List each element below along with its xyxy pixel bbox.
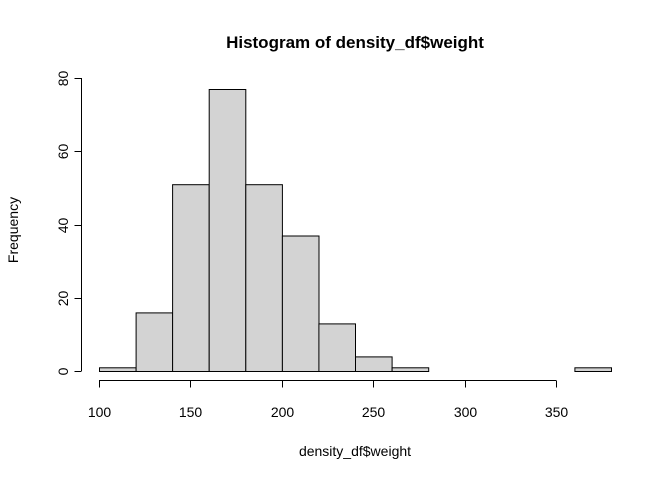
- y-tick-label: 20: [55, 291, 71, 307]
- histogram-bar: [99, 367, 137, 372]
- y-tick-label: 60: [55, 144, 71, 160]
- y-axis-label: Frequency: [5, 197, 21, 263]
- x-tick-label: 100: [88, 404, 112, 420]
- histogram-bar: [172, 184, 210, 372]
- histogram-bar: [135, 312, 174, 372]
- histogram-bar: [208, 89, 247, 372]
- y-axis: 0 20 40 60 80: [55, 71, 82, 375]
- bars-group: [99, 89, 613, 372]
- x-tick-label: 350: [545, 404, 569, 420]
- histogram-bar: [391, 367, 430, 372]
- x-tick-label: 300: [454, 404, 478, 420]
- x-tick-label: 250: [362, 404, 386, 420]
- chart-title: Histogram of density_df$weight: [226, 33, 484, 52]
- y-tick-label: 40: [55, 218, 71, 234]
- x-axis-label: density_df$weight: [299, 443, 411, 459]
- x-tick-label: 150: [179, 404, 203, 420]
- histogram-bar: [245, 184, 283, 372]
- y-tick-label: 80: [55, 71, 71, 87]
- histogram-bar: [355, 356, 393, 372]
- y-tick-label: 0: [55, 367, 71, 375]
- x-tick-label: 200: [271, 404, 295, 420]
- histogram-bar: [574, 367, 613, 372]
- x-axis: 100 150 200 250 300 350: [88, 380, 569, 420]
- histogram-bar: [281, 235, 320, 372]
- histogram-bar: [318, 323, 356, 372]
